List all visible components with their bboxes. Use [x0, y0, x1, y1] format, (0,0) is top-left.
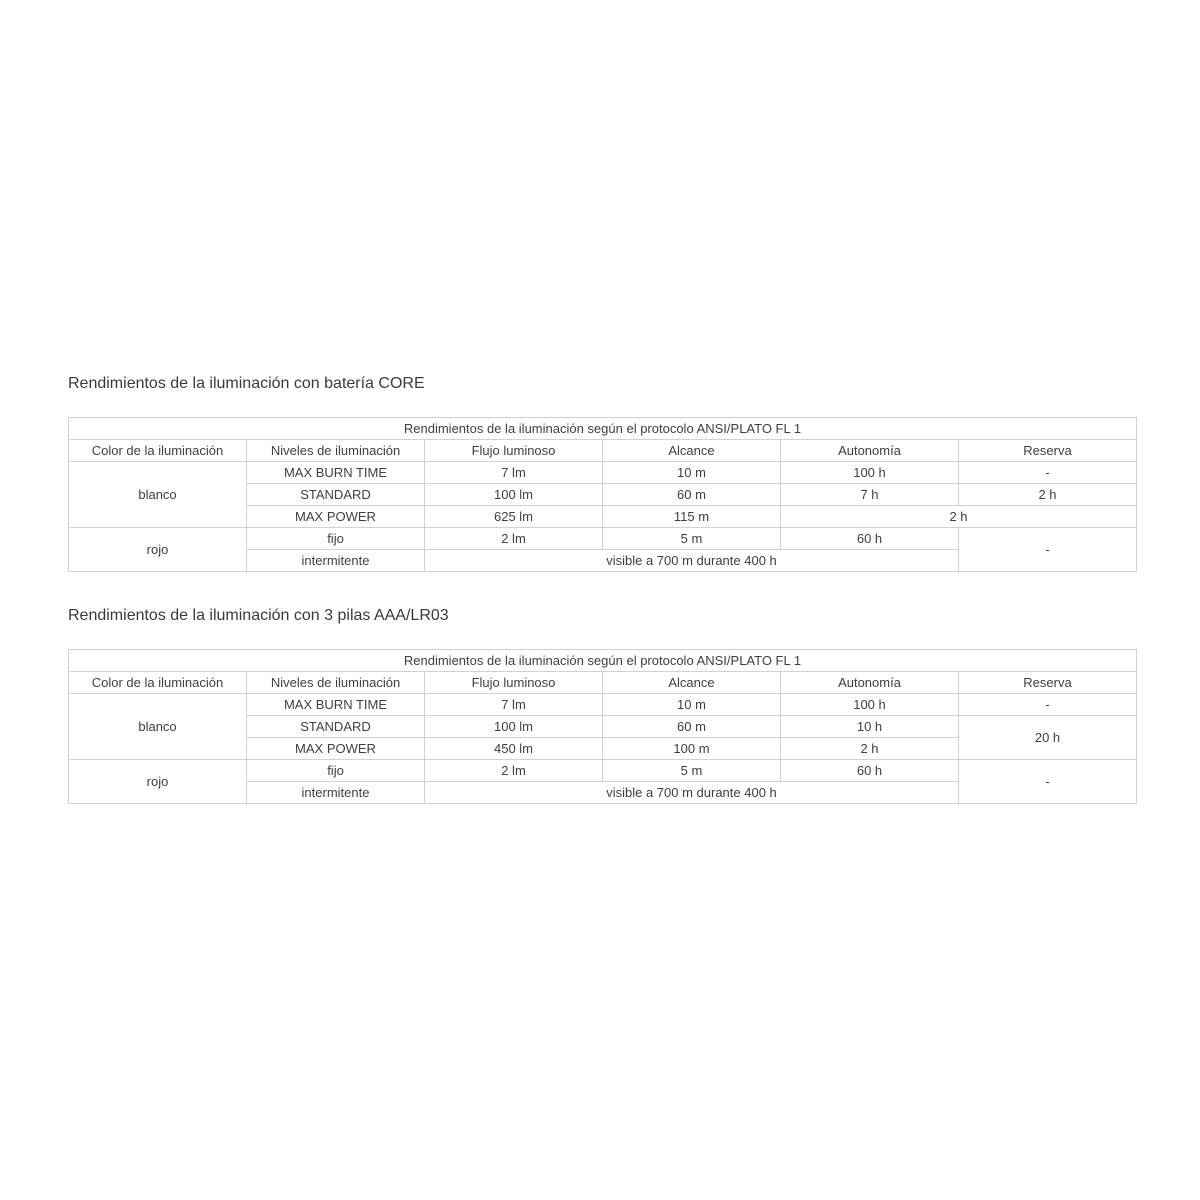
table-cell: 100 h — [780, 693, 959, 716]
column-header-cell: Color de la iluminación — [68, 671, 247, 694]
table-cell: MAX POWER — [246, 505, 425, 528]
column-header-cell: Alcance — [602, 439, 781, 462]
table-cell: blanco — [68, 693, 247, 760]
table-cell: STANDARD — [246, 483, 425, 506]
table-cell: visible a 700 m durante 400 h — [424, 781, 959, 804]
table-cell: 20 h — [958, 715, 1137, 760]
table-cell: 5 m — [602, 759, 781, 782]
column-header-cell: Niveles de iluminación — [246, 439, 425, 462]
table-row: intermitente visible a 700 m durante 400 … — [69, 781, 1137, 804]
table-cell: 2 lm — [424, 759, 603, 782]
table-cell: intermitente — [246, 781, 425, 804]
table-title-row: Rendimientos de la iluminación según el … — [68, 649, 1137, 672]
table-cell: - — [958, 693, 1137, 716]
table-cell: 60 m — [602, 715, 781, 738]
table-cell: rojo — [68, 527, 247, 572]
column-header-cell: Color de la iluminación — [68, 439, 247, 462]
table-cell: - — [958, 461, 1137, 484]
table-cell: 60 m — [602, 483, 781, 506]
table-cell: 2 h — [780, 505, 1137, 528]
lighting-performance-document: Rendimientos de la iluminación con bater… — [68, 374, 1137, 804]
table-cell: rojo — [68, 759, 247, 804]
performance-table-battery-core: Rendimientos de la iluminación según el … — [68, 417, 1137, 572]
table-row: STANDARD 100 lm 60 m 10 h 20 h — [69, 715, 1137, 760]
column-header-cell: Autonomía — [780, 439, 959, 462]
column-header-cell: Reserva — [958, 439, 1137, 462]
table-row: intermitente visible a 700 m durante 400 … — [69, 549, 1137, 572]
table-cell: 5 m — [602, 527, 781, 550]
table-cell: 625 lm — [424, 505, 603, 528]
column-header-cell: Flujo luminoso — [424, 671, 603, 694]
table-cell: 2 h — [780, 737, 959, 760]
section-aaa-batteries: Rendimientos de la iluminación con 3 pil… — [68, 606, 1137, 804]
table-cell: 60 h — [780, 527, 959, 550]
table-row: blanco MAX BURN TIME 7 lm 10 m 100 h- — [68, 461, 1137, 528]
table-cell: MAX BURN TIME — [246, 693, 425, 716]
table-cell: blanco — [68, 461, 247, 528]
table-header-row: Color de la iluminación Niveles de ilumin… — [68, 439, 1137, 462]
table-cell: fijo — [246, 527, 425, 550]
table-cell: intermitente — [246, 549, 425, 572]
table-cell: 100 h — [780, 461, 959, 484]
column-header-cell: Flujo luminoso — [424, 439, 603, 462]
table-cell: 10 m — [602, 461, 781, 484]
table-cell: - — [958, 759, 1137, 804]
table-cell: 2 h — [958, 483, 1137, 506]
table-cell: visible a 700 m durante 400 h — [424, 549, 959, 572]
column-header-cell: Autonomía — [780, 671, 959, 694]
table-cell: 100 m — [602, 737, 781, 760]
table-cell: 7 lm — [424, 693, 603, 716]
table-cell: 100 lm — [424, 483, 603, 506]
table-cell: 7 lm — [424, 461, 603, 484]
section-battery-core: Rendimientos de la iluminación con bater… — [68, 374, 1137, 572]
table-title-cell: Rendimientos de la iluminación según el … — [68, 417, 1137, 440]
section-heading-battery-core: Rendimientos de la iluminación con bater… — [68, 375, 425, 392]
table-cell: 100 lm — [424, 715, 603, 738]
table-cell: 10 m — [602, 693, 781, 716]
table-cell: STANDARD — [246, 715, 425, 738]
performance-table-aaa-batteries: Rendimientos de la iluminación según el … — [68, 649, 1137, 804]
table-cell: 7 h — [780, 483, 959, 506]
table-cell: - — [958, 527, 1137, 572]
section-heading-aaa-batteries: Rendimientos de la iluminación con 3 pil… — [68, 607, 449, 624]
table-cell: 450 lm — [424, 737, 603, 760]
table-cell: fijo — [246, 759, 425, 782]
table-cell: MAX BURN TIME — [246, 461, 425, 484]
table-row: rojo fijo 2 lm 5 m 60 h- — [68, 759, 1137, 804]
table-cell: 60 h — [780, 759, 959, 782]
table-row: blanco MAX BURN TIME 7 lm 10 m 100 h- — [68, 693, 1137, 760]
table-cell: 2 lm — [424, 527, 603, 550]
table-title-cell: Rendimientos de la iluminación según el … — [68, 649, 1137, 672]
table-header-row: Color de la iluminación Niveles de ilumin… — [68, 671, 1137, 694]
column-header-cell: Reserva — [958, 671, 1137, 694]
column-header-cell: Niveles de iluminación — [246, 671, 425, 694]
table-title-row: Rendimientos de la iluminación según el … — [68, 417, 1137, 440]
table-cell: MAX POWER — [246, 737, 425, 760]
table-row: rojo fijo 2 lm 5 m 60 h- — [68, 527, 1137, 572]
table-cell: 115 m — [602, 505, 781, 528]
column-header-cell: Alcance — [602, 671, 781, 694]
table-cell: 10 h — [780, 715, 959, 738]
